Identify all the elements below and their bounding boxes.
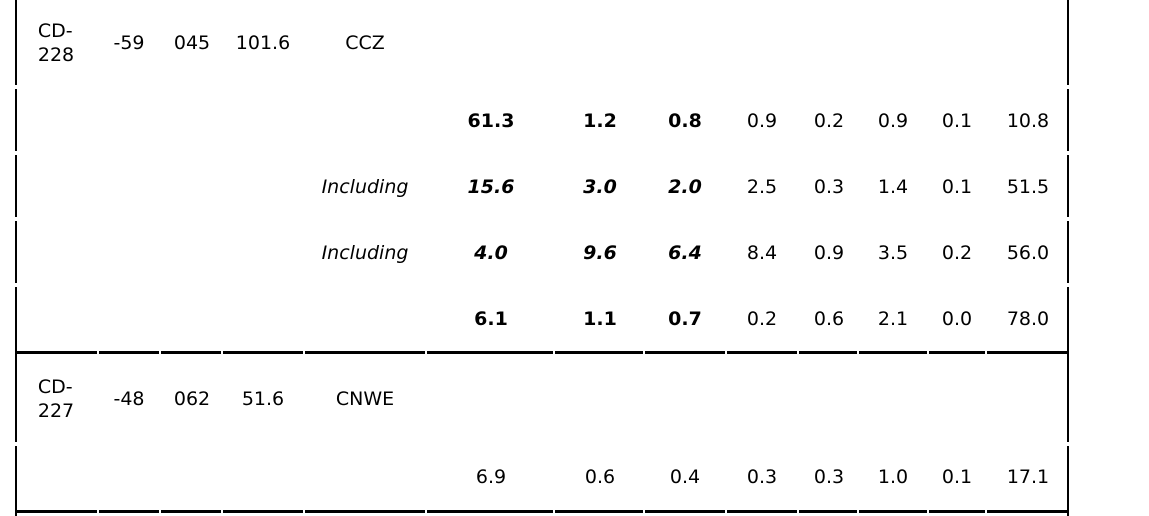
interval-value-1: 6.9	[475, 466, 507, 488]
table-right-border	[1067, 89, 1069, 151]
row-separator	[427, 351, 553, 354]
interval-value-3: 0.8	[668, 110, 702, 132]
row-separator	[15, 510, 97, 513]
interval-value-7: 0.1	[941, 466, 973, 488]
table-left-border	[15, 155, 17, 217]
row-separator	[223, 351, 303, 354]
table-right-border	[1067, 221, 1069, 283]
interval-value-5: 0.3	[813, 466, 845, 488]
row-separator	[929, 510, 985, 513]
row-separator	[859, 351, 927, 354]
interval-value-2: 9.6	[583, 242, 617, 264]
interval-value-3: 6.4	[668, 242, 702, 264]
row-separator	[555, 510, 643, 513]
hole-dip: -48	[113, 388, 145, 410]
interval-value-1: 6.1	[474, 308, 508, 330]
row-separator	[15, 351, 97, 354]
table-left-border	[15, 0, 17, 85]
interval-value-6: 3.5	[877, 242, 909, 264]
interval-value-2: 3.0	[583, 176, 617, 198]
interval-value-8: 17.1	[1006, 466, 1050, 488]
row-separator	[305, 351, 425, 354]
interval-value-4: 0.2	[746, 308, 778, 330]
table-right-border	[1067, 155, 1069, 217]
hole-id-line2: 228	[37, 44, 75, 66]
interval-value-3: 2.0	[668, 176, 702, 198]
interval-value-3: 0.4	[669, 466, 701, 488]
interval-value-1: 61.3	[467, 110, 515, 132]
interval-value-8: 56.0	[1006, 242, 1050, 264]
interval-value-7: 0.0	[941, 308, 973, 330]
interval-value-6: 2.1	[877, 308, 909, 330]
row-separator	[555, 351, 643, 354]
table-left-border	[15, 287, 17, 353]
hole-id-line1: CD-	[37, 20, 73, 42]
hole-target: CNWE	[335, 388, 395, 410]
interval-value-2: 0.6	[584, 466, 616, 488]
interval-value-4: 0.3	[746, 466, 778, 488]
row-separator	[161, 351, 221, 354]
hole-azimuth: 062	[173, 388, 211, 410]
interval-value-8: 51.5	[1006, 176, 1050, 198]
row-separator	[99, 510, 159, 513]
interval-value-6: 0.9	[877, 110, 909, 132]
hole-dip: -59	[113, 32, 145, 54]
row-separator	[859, 510, 927, 513]
interval-value-7: 0.2	[941, 242, 973, 264]
interval-value-2: 1.2	[583, 110, 617, 132]
row-separator	[727, 351, 797, 354]
row-separator	[727, 510, 797, 513]
interval-value-4: 2.5	[746, 176, 778, 198]
row-separator	[427, 510, 553, 513]
hole-id-line1: CD-	[37, 376, 73, 398]
interval-label: Including	[321, 176, 409, 198]
interval-value-1: 15.6	[467, 176, 515, 198]
hole-target: CCZ	[345, 32, 385, 54]
interval-value-2: 1.1	[583, 308, 617, 330]
row-separator	[799, 351, 857, 354]
hole-depth: 51.6	[241, 388, 285, 410]
table-right-border	[1067, 446, 1069, 516]
row-separator	[645, 351, 725, 354]
interval-value-6: 1.0	[877, 466, 909, 488]
hole-id: CD- 228	[38, 19, 74, 67]
interval-value-7: 0.1	[941, 176, 973, 198]
hole-azimuth: 045	[173, 32, 211, 54]
row-separator	[929, 351, 985, 354]
row-separator	[645, 510, 725, 513]
row-separator	[987, 351, 1069, 354]
interval-value-4: 0.9	[746, 110, 778, 132]
interval-value-5: 0.6	[813, 308, 845, 330]
interval-label: Including	[321, 242, 409, 264]
table-right-border	[1067, 353, 1069, 442]
table-left-border	[15, 446, 17, 516]
table-left-border	[15, 221, 17, 283]
table-right-border	[1067, 287, 1069, 353]
interval-value-6: 1.4	[877, 176, 909, 198]
interval-value-8: 10.8	[1006, 110, 1050, 132]
interval-value-8: 78.0	[1006, 308, 1050, 330]
interval-value-3: 0.7	[668, 308, 702, 330]
interval-value-5: 0.2	[813, 110, 845, 132]
hole-id-line2: 227	[37, 400, 75, 422]
interval-value-7: 0.1	[941, 110, 973, 132]
table-left-border	[15, 353, 17, 442]
row-separator	[799, 510, 857, 513]
hole-depth: 101.6	[235, 32, 291, 54]
row-separator	[223, 510, 303, 513]
table-right-border	[1067, 0, 1069, 85]
row-separator	[99, 351, 159, 354]
hole-id: CD- 227	[38, 375, 74, 423]
row-separator	[987, 510, 1069, 513]
interval-value-4: 8.4	[746, 242, 778, 264]
row-separator	[161, 510, 221, 513]
interval-value-5: 0.3	[813, 176, 845, 198]
interval-value-1: 4.0	[474, 242, 508, 264]
table-left-border	[15, 89, 17, 151]
interval-value-5: 0.9	[813, 242, 845, 264]
row-separator	[305, 510, 425, 513]
